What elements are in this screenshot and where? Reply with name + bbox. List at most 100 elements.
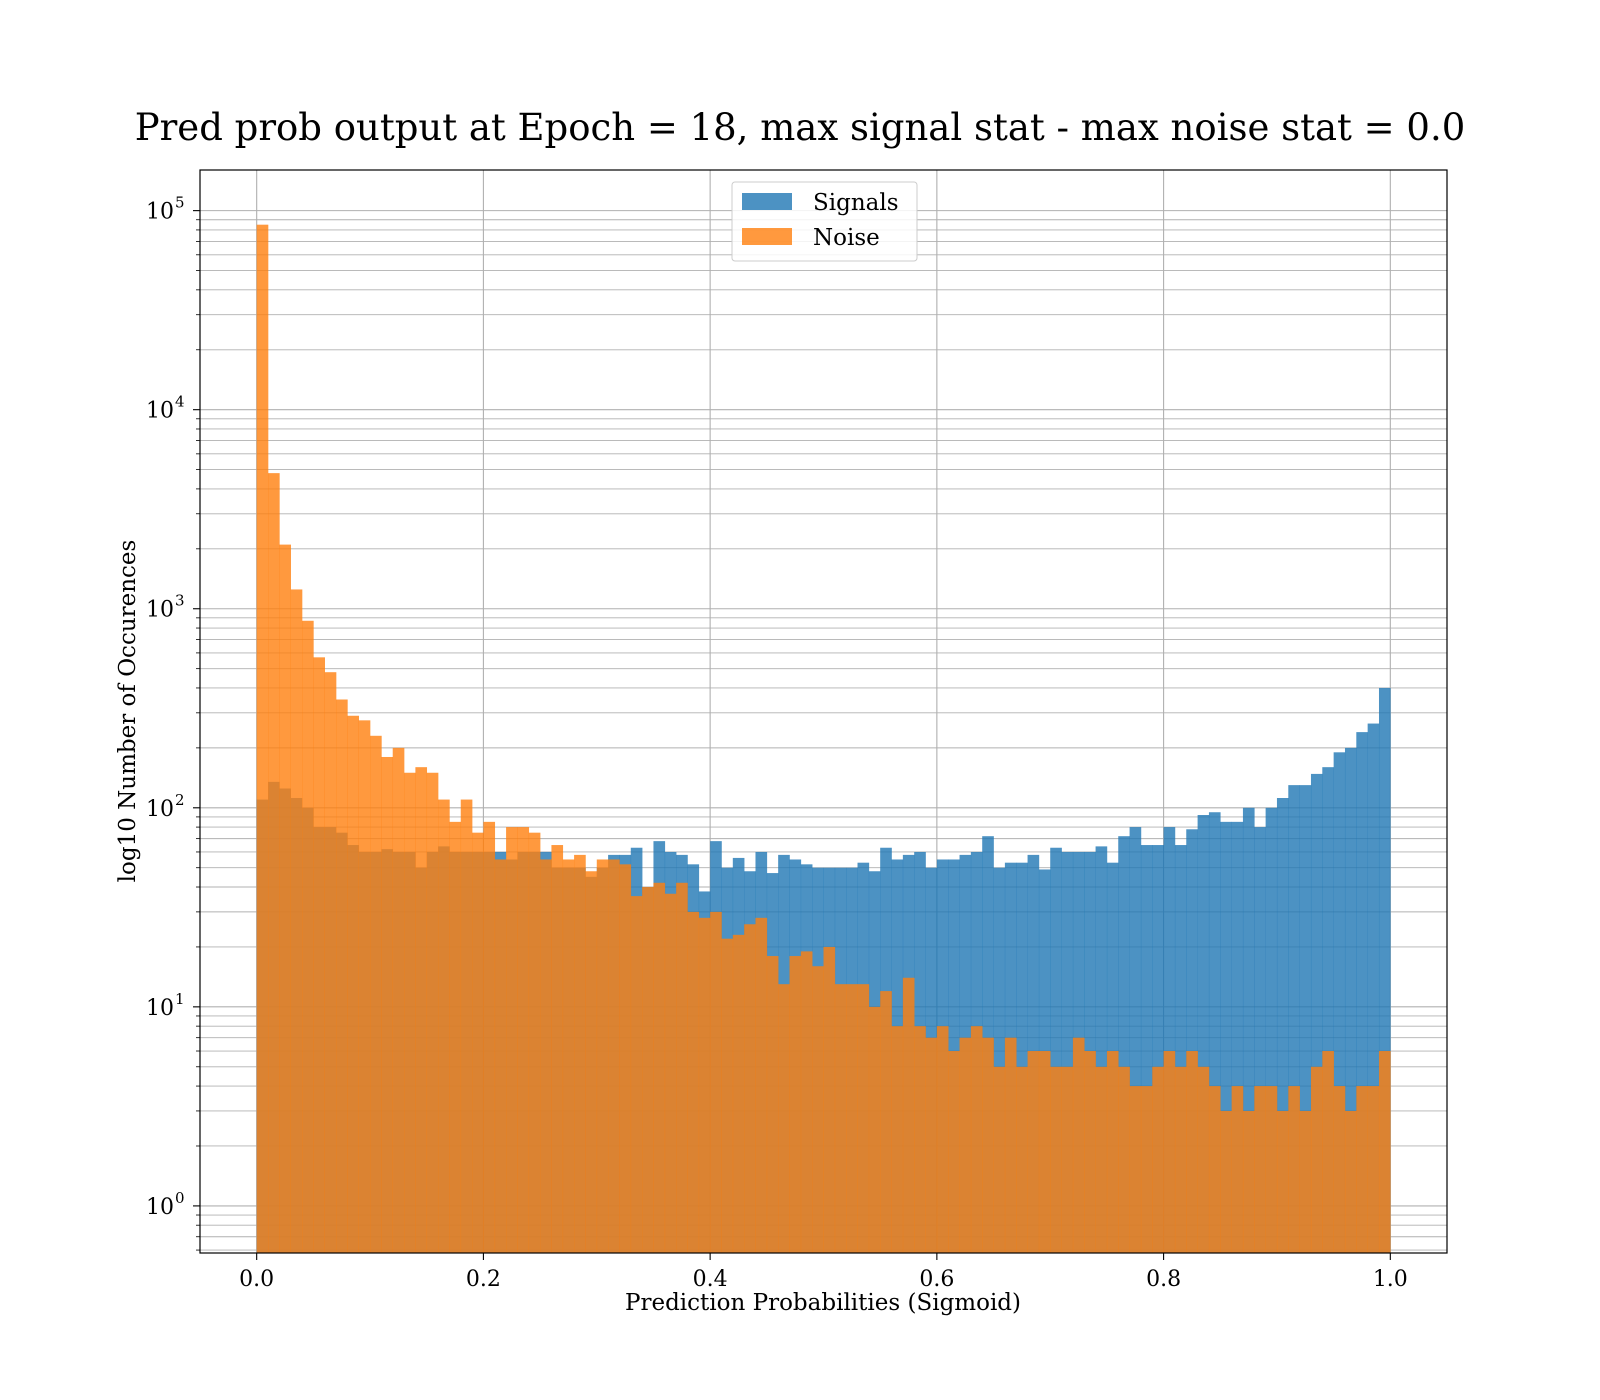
bar-signals — [1174, 845, 1187, 1253]
bar-noise — [698, 917, 711, 1253]
y-tick-exponent: 1 — [175, 990, 185, 1008]
bar-noise — [732, 934, 745, 1253]
bar-noise — [812, 966, 824, 1253]
bar-noise — [1050, 1066, 1062, 1253]
bar-noise — [1367, 1086, 1380, 1253]
bar-noise — [1254, 1086, 1266, 1253]
bar-noise — [1344, 1110, 1357, 1253]
bar-noise — [1129, 1086, 1142, 1253]
bar-signals — [1344, 747, 1357, 1253]
bar-noise — [1265, 1086, 1278, 1253]
bar-noise — [834, 984, 847, 1253]
bar-noise — [324, 672, 337, 1253]
bar-noise — [574, 854, 586, 1253]
bar-noise — [290, 589, 303, 1253]
bar-signals — [1310, 773, 1323, 1253]
bar-noise — [1186, 1051, 1198, 1253]
bar-noise — [1004, 1037, 1017, 1253]
bar-noise — [925, 1037, 938, 1253]
y-axis-label: log10 Number of Occurences — [115, 540, 141, 883]
x-tick-label: 0.8 — [1146, 1267, 1181, 1292]
bar-signals — [1378, 687, 1391, 1253]
y-tick-label: 10 — [146, 996, 174, 1021]
bar-signals — [1208, 812, 1221, 1253]
bar-noise — [426, 772, 439, 1253]
bar-noise — [914, 1026, 926, 1253]
bar-signals — [1016, 862, 1028, 1253]
bar-signals — [1140, 845, 1153, 1253]
bar-noise — [596, 859, 609, 1253]
bar-noise — [766, 956, 779, 1253]
bar-signals — [1322, 767, 1334, 1253]
bar-noise — [948, 1051, 960, 1253]
bar-noise — [823, 946, 836, 1253]
bar-noise — [483, 821, 496, 1253]
bar-noise — [313, 657, 325, 1253]
bar-noise — [880, 991, 892, 1253]
bar-noise — [1118, 1066, 1130, 1253]
bar-signals — [1061, 851, 1074, 1253]
bar-noise — [1140, 1086, 1153, 1253]
bar-noise — [959, 1037, 972, 1253]
bar-noise — [1016, 1066, 1028, 1253]
bar-noise — [1197, 1066, 1210, 1253]
y-tick-exponent: 2 — [175, 791, 185, 809]
bar-signals — [1118, 836, 1130, 1253]
bar-noise — [551, 845, 564, 1253]
bar-noise — [1038, 1051, 1051, 1253]
bar-noise — [460, 799, 473, 1253]
legend: Signals Noise — [731, 181, 918, 262]
bar-signals — [993, 867, 1006, 1253]
legend-swatch-noise — [742, 228, 792, 245]
bar-noise — [438, 799, 450, 1253]
bar-noise — [415, 767, 428, 1253]
bar-signals — [1288, 785, 1300, 1253]
bar-noise — [404, 772, 416, 1253]
bar-noise — [1095, 1066, 1108, 1253]
bar-signals — [1276, 798, 1289, 1253]
y-tick-exponent: 4 — [175, 393, 185, 411]
x-axis-ticks: 0.0 0.2 0.4 0.6 0.8 1.0 — [239, 1253, 1408, 1292]
bar-noise — [653, 882, 666, 1253]
bar-noise — [1174, 1066, 1187, 1253]
bar-noise — [392, 747, 405, 1253]
plot-frame — [199, 169, 1448, 1254]
bar-signals — [1231, 821, 1244, 1253]
bar-noise — [608, 859, 620, 1253]
bar-noise — [1276, 1110, 1289, 1253]
bar-noise — [1106, 1051, 1119, 1253]
y-tick-exponent: 0 — [175, 1189, 185, 1207]
bar-signals — [1220, 821, 1232, 1253]
histogram-bars — [256, 224, 1391, 1254]
bar-noise — [358, 720, 371, 1253]
bar-noise — [506, 827, 518, 1253]
bar-noise — [494, 859, 507, 1253]
bar-noise — [744, 924, 756, 1253]
bar-noise — [540, 859, 552, 1253]
bar-noise — [472, 832, 484, 1253]
x-tick-label: 0.0 — [239, 1267, 274, 1292]
bar-noise — [302, 620, 314, 1253]
bar-noise — [970, 1026, 983, 1253]
bar-noise — [1242, 1110, 1255, 1253]
bar-signals — [1333, 752, 1346, 1253]
legend-label-noise: Noise — [813, 225, 880, 251]
bar-noise — [1061, 1066, 1074, 1253]
bar-noise — [528, 832, 541, 1253]
bar-noise — [1072, 1037, 1085, 1253]
bar-noise — [721, 938, 734, 1253]
bar-signals — [1197, 815, 1210, 1253]
bar-noise — [664, 893, 677, 1253]
bar-noise — [585, 871, 598, 1253]
bar-noise — [1322, 1051, 1334, 1253]
bar-noise — [619, 864, 632, 1253]
bar-noise — [846, 984, 858, 1253]
bar-noise — [755, 917, 768, 1253]
bar-signals — [1299, 785, 1312, 1253]
bar-noise — [562, 859, 575, 1253]
y-tick-label: 10 — [146, 1195, 174, 1220]
bar-noise — [710, 911, 722, 1253]
bar-noise — [687, 911, 700, 1253]
bar-noise — [1288, 1086, 1300, 1253]
